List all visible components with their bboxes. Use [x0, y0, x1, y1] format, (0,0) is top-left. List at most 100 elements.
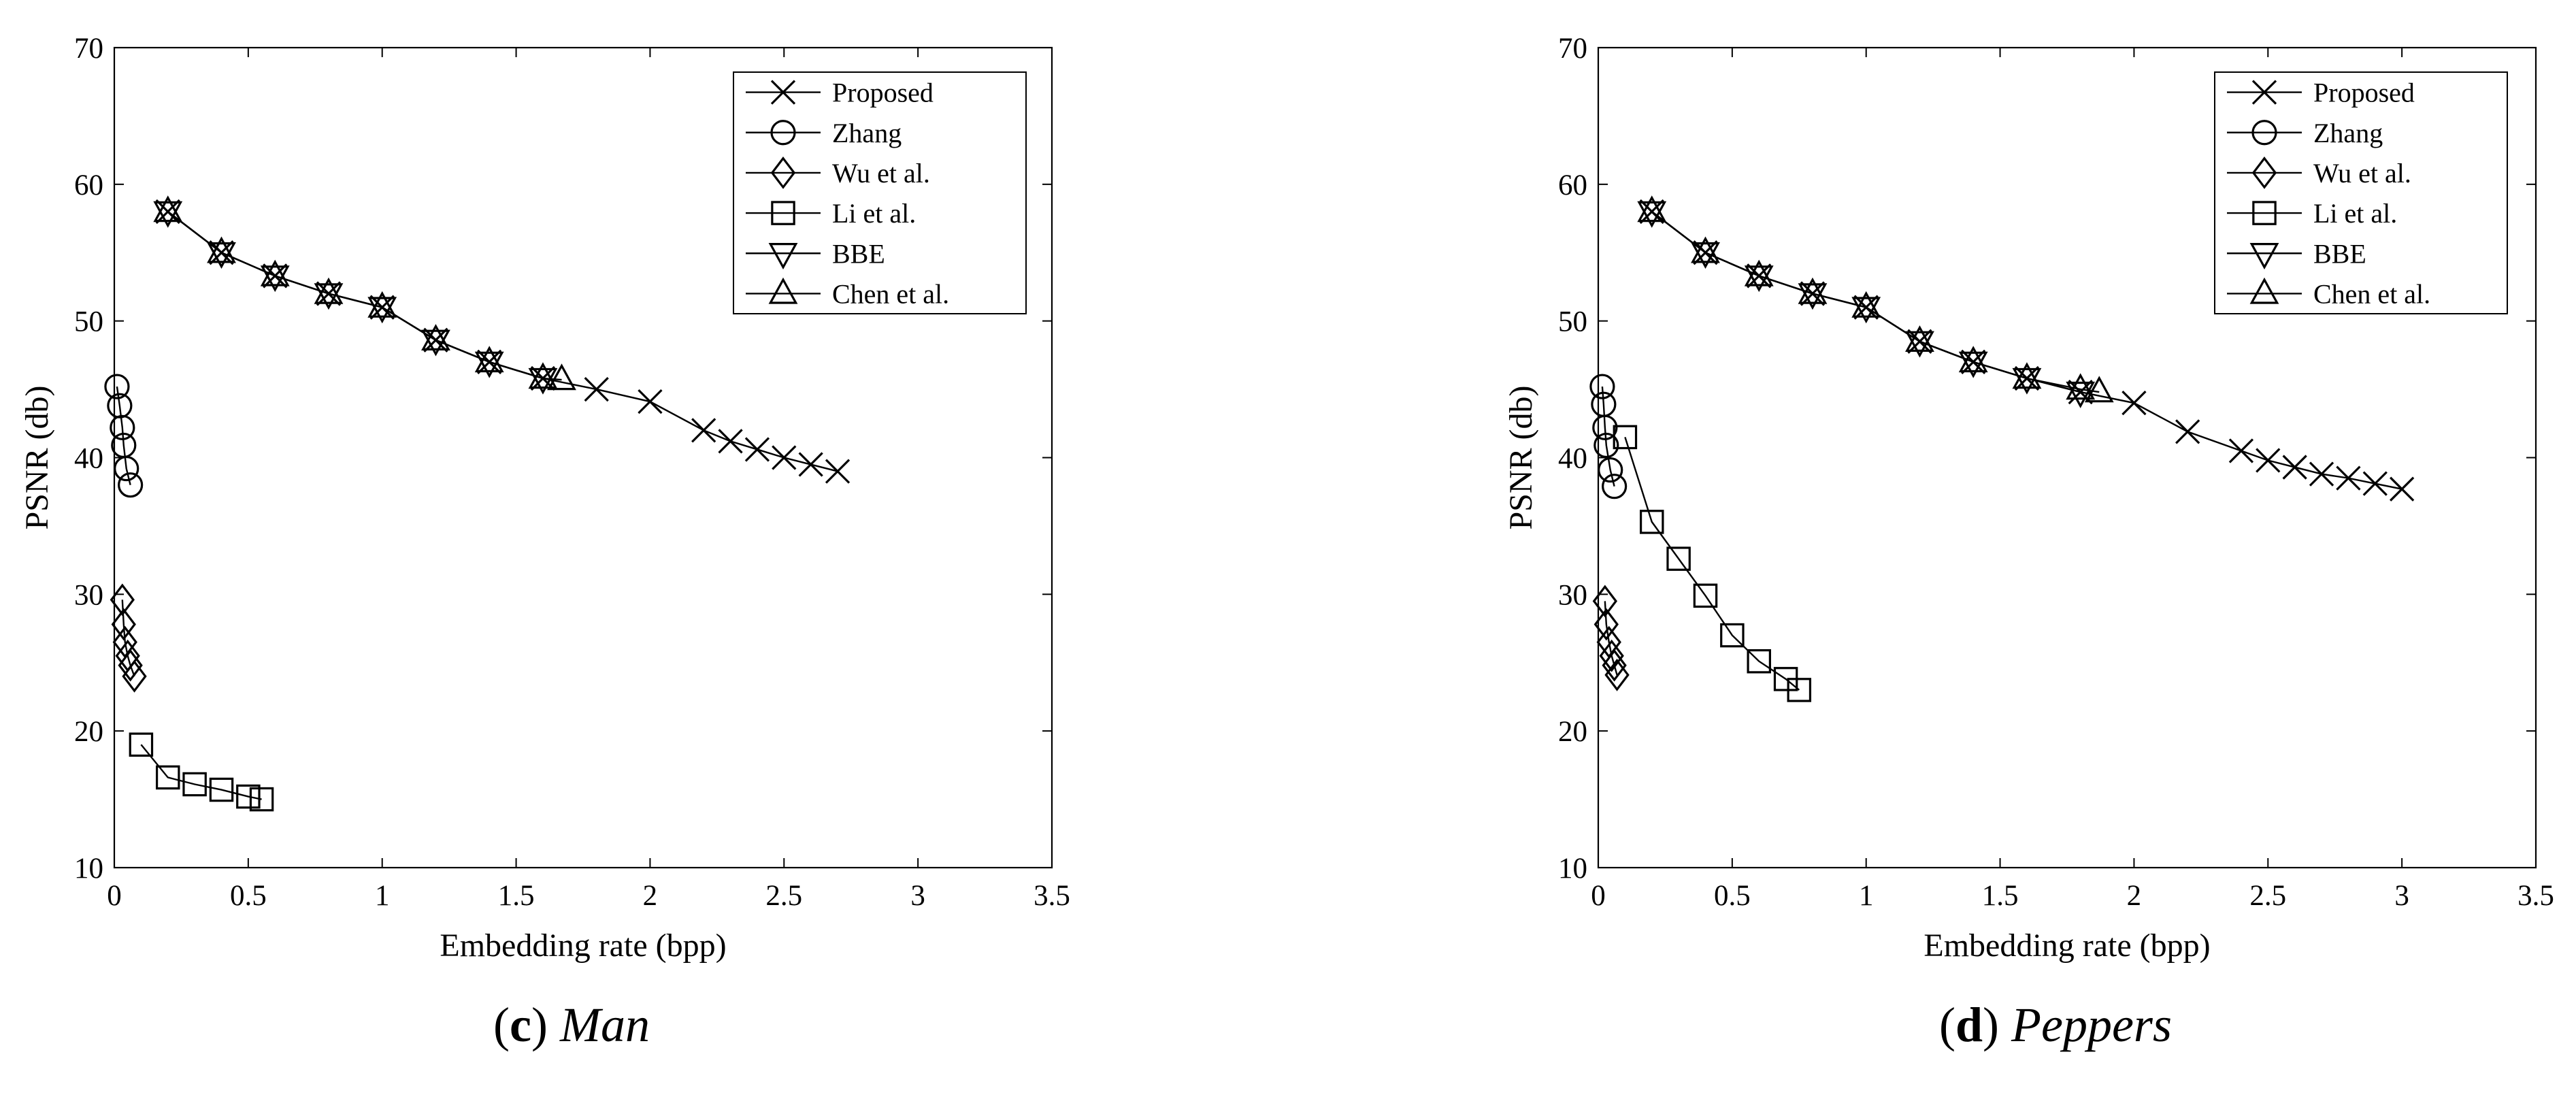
figure-caption: (c) Man [493, 998, 650, 1052]
data-point-proposed [772, 445, 797, 470]
data-point-wu-et-al [1594, 608, 1619, 641]
x-tick-label: 1 [375, 880, 390, 912]
data-point-proposed [744, 437, 770, 462]
data-point-chen-et-al [367, 291, 397, 318]
data-point-bbe [2066, 381, 2096, 408]
data-point-bbe [1851, 297, 1881, 324]
x-tick-label: 2.5 [2249, 880, 2286, 912]
x-tick-label: 2 [643, 880, 658, 912]
legend-entry-proposed: Proposed [832, 78, 934, 108]
y-axis-label: PSNR (db) [19, 385, 55, 529]
data-point-wu-et-al [1604, 658, 1630, 691]
x-axis-label: Embedding rate (bpp) [1923, 928, 2210, 964]
data-point-li-et-al [249, 787, 274, 812]
data-point-wu-et-al [111, 608, 136, 641]
legend-entry-proposed: Proposed [2313, 78, 2415, 108]
caption-open-paren: ( [493, 998, 510, 1052]
series-line-chen-et-al [167, 211, 562, 381]
legend-marker-li-et-al [2252, 201, 2277, 225]
data-point-chen-et-al [2012, 362, 2042, 389]
y-tick-label: 60 [74, 169, 103, 201]
legend-marker-chen-et-al [2249, 277, 2279, 304]
data-point-proposed [2390, 476, 2415, 502]
data-point-li-et-al [1747, 649, 1771, 674]
series-line-zhang [116, 386, 131, 485]
data-point-chen-et-al [547, 363, 576, 391]
series-li-et-al [1613, 425, 1812, 702]
x-axis-label: Embedding rate (bpp) [440, 928, 726, 964]
x-tick-label: 2 [2127, 880, 2142, 912]
data-point-chen-et-al [1637, 195, 1667, 223]
data-point-li-et-al [236, 784, 261, 809]
series-li-et-al [129, 732, 274, 812]
x-tick-label: 1.5 [1982, 880, 2019, 912]
legend-entry-chen-et-al: Chen et al. [832, 278, 949, 309]
caption-close-paren: ) [531, 998, 560, 1052]
data-point-bbe [528, 367, 558, 395]
y-tick-label: 50 [1558, 306, 1587, 338]
y-tick-label: 40 [1558, 443, 1587, 475]
series-line-zhang [1601, 386, 1615, 487]
series-line-bbe [1651, 211, 2081, 393]
data-point-wu-et-al [122, 659, 147, 693]
data-point-li-et-al [1613, 425, 1638, 450]
x-tick-label: 1.5 [498, 880, 535, 912]
legend-marker-proposed [2251, 80, 2277, 105]
data-point-chen-et-al [2084, 376, 2114, 403]
legend-marker-zhang [770, 120, 796, 146]
caption-close-paren: ) [1983, 998, 2011, 1052]
data-point-chen-et-al [528, 362, 558, 389]
y-tick-label: 30 [74, 579, 103, 611]
legend-entry-bbe: BBE [2313, 238, 2366, 269]
legend-entry-zhang: Zhang [2313, 118, 2383, 148]
legend-marker-proposed [770, 80, 796, 105]
y-tick-label: 70 [74, 33, 103, 65]
legend: Proposed Zhang Wu et al. Li et al. BBE Chen e… [2214, 71, 2508, 314]
data-point-bbe [153, 201, 183, 228]
legend-entry-li-et-al: Li et al. [832, 198, 916, 229]
legend-box [733, 71, 1027, 314]
data-point-li-et-al [1666, 546, 1691, 571]
series-zhang [104, 374, 144, 498]
data-point-li-et-al [1720, 623, 1745, 648]
data-point-proposed [691, 418, 716, 443]
legend-box [2214, 71, 2508, 314]
data-point-zhang [118, 472, 144, 498]
data-point-chen-et-al [1691, 236, 1720, 263]
y-tick-label: 70 [1558, 33, 1587, 65]
data-point-li-et-al [209, 777, 234, 802]
data-point-li-et-al [129, 732, 154, 757]
data-point-li-et-al [182, 772, 207, 797]
data-point-li-et-al [155, 765, 180, 790]
data-point-bbe [2012, 367, 2042, 395]
legend-marker-wu-et-al [2251, 157, 2277, 189]
y-tick-label: 30 [1558, 579, 1587, 611]
data-point-proposed [1639, 199, 1664, 225]
y-tick-label: 10 [1558, 853, 1587, 885]
data-point-chen-et-al [1798, 277, 1828, 304]
data-point-bbe [1637, 201, 1667, 228]
data-point-proposed [2256, 448, 2281, 473]
data-point-wu-et-al [118, 649, 143, 682]
legend-marker-bbe [2249, 243, 2279, 269]
data-point-proposed [2362, 471, 2388, 496]
x-tick-label: 3.5 [2517, 880, 2554, 912]
legend-marker-wu-et-al [770, 157, 796, 189]
data-point-zhang [114, 455, 139, 482]
caption-open-paren: ( [1939, 998, 1955, 1052]
data-point-proposed [584, 376, 609, 402]
legend-entry-wu-et-al: Wu et al. [2313, 158, 2411, 188]
data-point-li-et-al [1639, 510, 1664, 534]
data-point-zhang [1602, 474, 1628, 499]
y-tick-label: 20 [1558, 716, 1587, 748]
x-tick-label: 0 [107, 880, 122, 912]
data-point-chen-et-al [1958, 346, 1988, 373]
legend-marker-bbe [768, 243, 798, 269]
data-point-li-et-al [1787, 678, 1812, 702]
legend-marker-chen-et-al [768, 277, 798, 304]
caption-letter: c [510, 998, 531, 1052]
legend-entry-li-et-al: Li et al. [2313, 198, 2397, 229]
series-line-chen-et-al [1651, 211, 2100, 393]
series-zhang [1589, 374, 1628, 499]
